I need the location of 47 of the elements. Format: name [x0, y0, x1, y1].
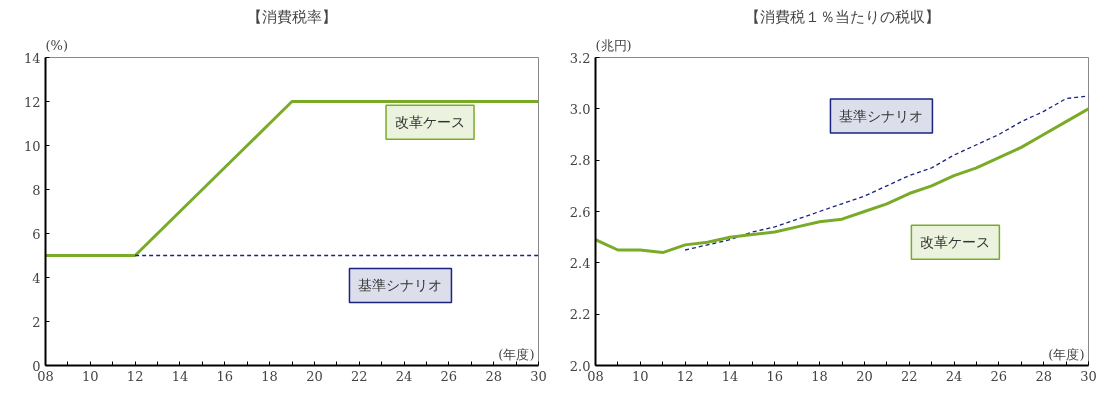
- chart-title: 【消費税率】: [247, 7, 337, 26]
- x-tick-label: 20: [306, 368, 323, 384]
- x-tick-label: 10: [632, 368, 649, 384]
- x-tick-label: 12: [126, 368, 144, 384]
- y-tick-label: 2.6: [569, 204, 591, 220]
- x-tick-label: 18: [811, 368, 828, 384]
- x-tick-label: 28: [485, 368, 502, 384]
- y-tick-label: 12: [23, 94, 41, 110]
- y-tick-label: 4: [32, 270, 41, 286]
- series-label: 基準シナリオ: [358, 277, 443, 294]
- chart-title: 【消費税１％当たりの税収】: [744, 7, 940, 26]
- x-tick-label: 14: [171, 368, 189, 384]
- x-tick-label: 18: [261, 368, 278, 384]
- x-tick-label: 24: [945, 368, 963, 384]
- x-tick-label: 16: [216, 368, 234, 384]
- y-axis-title: (%): [45, 37, 68, 53]
- x-tick-label: 24: [395, 368, 413, 384]
- y-tick-label: 2.2: [569, 307, 591, 323]
- x-tick-label: 16: [766, 368, 784, 384]
- x-tick-label: 26: [440, 368, 458, 384]
- y-tick-label: 3.2: [569, 50, 591, 66]
- x-tick-label: 14: [721, 368, 739, 384]
- x-tick-label: 12: [676, 368, 694, 384]
- y-tick-label: 3.0: [569, 101, 591, 117]
- x-tick-label: 30: [530, 368, 547, 384]
- x-axis-title: (年度): [1048, 346, 1085, 362]
- y-tick-label: 2.8: [569, 153, 591, 169]
- y-tick-label: 6: [32, 226, 41, 242]
- y-axis-title: (兆円): [595, 37, 632, 53]
- text: 改革ケース: [920, 234, 991, 251]
- y-tick-label: 2: [32, 314, 41, 330]
- series-label: 改革ケース: [395, 114, 466, 131]
- x-axis-title: (年度): [498, 346, 535, 362]
- x-tick-label: 30: [1080, 368, 1097, 384]
- x-tick-label: 22: [900, 368, 918, 384]
- text: 基準シナリオ: [839, 108, 924, 125]
- x-tick-label: 22: [350, 368, 368, 384]
- x-tick-label: 10: [82, 368, 99, 384]
- x-tick-label: 26: [990, 368, 1008, 384]
- line-series: [45, 100, 539, 257]
- line-series: [595, 107, 1089, 255]
- y-tick-label: 8: [32, 182, 41, 198]
- x-tick-label: 28: [1035, 368, 1052, 384]
- y-tick-label: 14: [23, 50, 41, 66]
- y-tick-label: 2.4: [569, 255, 591, 271]
- y-tick-label: 10: [23, 138, 41, 154]
- x-tick-label: 20: [856, 368, 873, 384]
